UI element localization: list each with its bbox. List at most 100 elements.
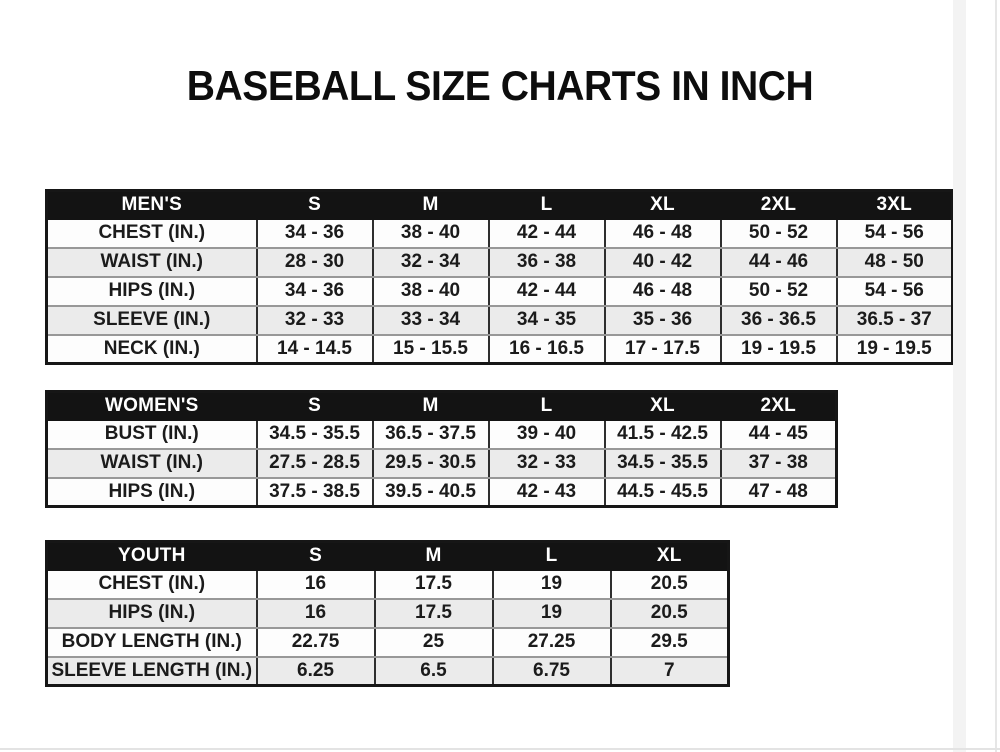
size-table-row: SLEEVE (IN.) 32 - 33 33 - 34 34 - 35 35 - 36… bbox=[45, 304, 954, 336]
size-value-cell: 27.5 - 28.5 bbox=[255, 447, 374, 479]
measurement-label: HIPS (IN.) bbox=[45, 597, 258, 629]
size-value-cell: 19 - 19.5 bbox=[835, 333, 954, 365]
size-value-cell: 44.5 - 45.5 bbox=[603, 476, 722, 508]
size-value-cell: 17.5 bbox=[373, 568, 494, 600]
size-table-row: WAIST (IN.) 27.5 - 28.5 29.5 - 30.5 32 - 33… bbox=[45, 447, 838, 479]
size-value-cell: 50 - 52 bbox=[719, 217, 838, 249]
size-value-cell: 32 - 34 bbox=[371, 246, 490, 278]
size-column-header: S bbox=[255, 390, 374, 421]
size-table-header-row: MEN'S S M L XL 2XL 3XL bbox=[45, 189, 954, 220]
measurement-label: HIPS (IN.) bbox=[45, 476, 258, 508]
size-value-cell: 28 - 30 bbox=[255, 246, 374, 278]
size-value-cell: 29.5 bbox=[609, 626, 730, 658]
size-table-row: BUST (IN.) 34.5 - 35.5 36.5 - 37.5 39 - 40 4… bbox=[45, 418, 838, 450]
size-value-cell: 20.5 bbox=[609, 568, 730, 600]
size-table-row: HIPS (IN.) 16 17.5 19 20.5 bbox=[45, 597, 730, 629]
size-value-cell: 16 bbox=[255, 568, 376, 600]
size-value-cell: 42 - 43 bbox=[487, 476, 606, 508]
size-value-cell: 34.5 - 35.5 bbox=[255, 418, 374, 450]
size-value-cell: 20.5 bbox=[609, 597, 730, 629]
size-column-header: L bbox=[487, 390, 606, 421]
size-value-cell: 32 - 33 bbox=[487, 447, 606, 479]
womens-size-table: WOMEN'S S M L XL 2XL BUST (IN.) 34.5 - 35.5 36.5… bbox=[45, 390, 838, 508]
scan-artifact-bottom-edge bbox=[0, 748, 1000, 750]
size-table-header-row: YOUTH S M L XL bbox=[45, 540, 730, 571]
size-table-header-row: WOMEN'S S M L XL 2XL bbox=[45, 390, 838, 421]
measurement-label: WAIST (IN.) bbox=[45, 246, 258, 278]
size-value-cell: 27.25 bbox=[491, 626, 612, 658]
size-column-header: S bbox=[255, 540, 376, 571]
size-value-cell: 6.5 bbox=[373, 655, 494, 687]
size-column-header: XL bbox=[609, 540, 730, 571]
size-table-row: WAIST (IN.) 28 - 30 32 - 34 36 - 38 40 - 42 4… bbox=[45, 246, 954, 278]
size-value-cell: 19 bbox=[491, 597, 612, 629]
measurement-label: CHEST (IN.) bbox=[45, 217, 258, 249]
size-value-cell: 36 - 38 bbox=[487, 246, 606, 278]
size-value-cell: 34.5 - 35.5 bbox=[603, 447, 722, 479]
size-value-cell: 38 - 40 bbox=[371, 217, 490, 249]
size-column-header: M bbox=[371, 189, 490, 220]
size-table-row: CHEST (IN.) 34 - 36 38 - 40 42 - 44 46 - 48 5… bbox=[45, 217, 954, 249]
size-value-cell: 46 - 48 bbox=[603, 217, 722, 249]
size-value-cell: 14 - 14.5 bbox=[255, 333, 374, 365]
size-value-cell: 17.5 bbox=[373, 597, 494, 629]
size-value-cell: 29.5 - 30.5 bbox=[371, 447, 490, 479]
size-value-cell: 34 - 36 bbox=[255, 275, 374, 307]
size-value-cell: 16 - 16.5 bbox=[487, 333, 606, 365]
size-value-cell: 48 - 50 bbox=[835, 246, 954, 278]
measurement-label: HIPS (IN.) bbox=[45, 275, 258, 307]
size-value-cell: 6.25 bbox=[255, 655, 376, 687]
size-column-header: L bbox=[487, 189, 606, 220]
size-value-cell: 40 - 42 bbox=[603, 246, 722, 278]
size-table-row: SLEEVE LENGTH (IN.) 6.25 6.5 6.75 7 bbox=[45, 655, 730, 687]
size-table-row: HIPS (IN.) 34 - 36 38 - 40 42 - 44 46 - 48 50… bbox=[45, 275, 954, 307]
size-table-row: HIPS (IN.) 37.5 - 38.5 39.5 - 40.5 42 - 43 4… bbox=[45, 476, 838, 508]
page-title: BASEBALL SIZE CHARTS IN INCH bbox=[186, 62, 814, 109]
tables-container: MEN'S S M L XL 2XL 3XL CHEST (IN.) 34 - 36 38 - 4… bbox=[45, 189, 954, 712]
youth-size-table: YOUTH S M L XL CHEST (IN.) 16 17.5 19 20.5 HIPS (I… bbox=[45, 540, 730, 687]
size-value-cell: 44 - 46 bbox=[719, 246, 838, 278]
size-value-cell: 36.5 - 37 bbox=[835, 304, 954, 336]
scan-artifact-right-edge bbox=[995, 0, 997, 752]
scan-artifact-band bbox=[953, 0, 966, 752]
size-table-row: BODY LENGTH (IN.) 22.75 25 27.25 29.5 bbox=[45, 626, 730, 658]
size-value-cell: 17 - 17.5 bbox=[603, 333, 722, 365]
measurement-label: SLEEVE (IN.) bbox=[45, 304, 258, 336]
measurement-label: BODY LENGTH (IN.) bbox=[45, 626, 258, 658]
size-table-group-label: YOUTH bbox=[45, 540, 258, 571]
size-value-cell: 38 - 40 bbox=[371, 275, 490, 307]
size-column-header: M bbox=[373, 540, 494, 571]
measurement-label: SLEEVE LENGTH (IN.) bbox=[45, 655, 258, 687]
size-column-header: 2XL bbox=[719, 390, 838, 421]
size-value-cell: 16 bbox=[255, 597, 376, 629]
size-value-cell: 47 - 48 bbox=[719, 476, 838, 508]
size-column-header: 2XL bbox=[719, 189, 838, 220]
size-table-row: CHEST (IN.) 16 17.5 19 20.5 bbox=[45, 568, 730, 600]
size-value-cell: 22.75 bbox=[255, 626, 376, 658]
size-value-cell: 41.5 - 42.5 bbox=[603, 418, 722, 450]
size-table-row: NECK (IN.) 14 - 14.5 15 - 15.5 16 - 16.5 17 … bbox=[45, 333, 954, 365]
measurement-label: WAIST (IN.) bbox=[45, 447, 258, 479]
size-column-header: S bbox=[255, 189, 374, 220]
size-column-header: M bbox=[371, 390, 490, 421]
size-value-cell: 19 - 19.5 bbox=[719, 333, 838, 365]
size-table-group-label: MEN'S bbox=[45, 189, 258, 220]
size-value-cell: 6.75 bbox=[491, 655, 612, 687]
size-value-cell: 42 - 44 bbox=[487, 217, 606, 249]
size-value-cell: 32 - 33 bbox=[255, 304, 374, 336]
size-value-cell: 7 bbox=[609, 655, 730, 687]
size-value-cell: 44 - 45 bbox=[719, 418, 838, 450]
size-column-header: 3XL bbox=[835, 189, 954, 220]
size-value-cell: 33 - 34 bbox=[371, 304, 490, 336]
size-value-cell: 37 - 38 bbox=[719, 447, 838, 479]
size-column-header: XL bbox=[603, 390, 722, 421]
size-table-group-label: WOMEN'S bbox=[45, 390, 258, 421]
size-value-cell: 36.5 - 37.5 bbox=[371, 418, 490, 450]
size-column-header: XL bbox=[603, 189, 722, 220]
size-value-cell: 54 - 56 bbox=[835, 217, 954, 249]
size-value-cell: 42 - 44 bbox=[487, 275, 606, 307]
size-value-cell: 34 - 36 bbox=[255, 217, 374, 249]
measurement-label: CHEST (IN.) bbox=[45, 568, 258, 600]
mens-size-table: MEN'S S M L XL 2XL 3XL CHEST (IN.) 34 - 36 38 - 4… bbox=[45, 189, 954, 365]
